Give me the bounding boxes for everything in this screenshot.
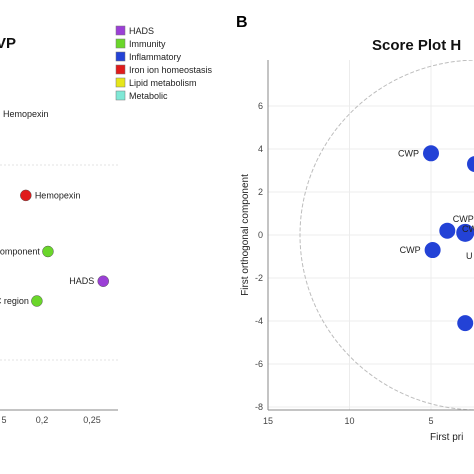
panel-b-y-tick-label: 4 xyxy=(258,144,263,154)
panel-b-x-tick-label: 10 xyxy=(344,416,354,426)
panel-b-x-tick-label: 15 xyxy=(263,416,273,426)
panel-b-point xyxy=(424,242,441,259)
panel-a-point-label: n C region xyxy=(0,296,29,306)
legend-label: Lipid metabolism xyxy=(129,78,197,88)
panel-b-y-tick-label: -6 xyxy=(255,359,263,369)
panel-b-y-tick-label: 0 xyxy=(258,230,263,240)
panel-b-point xyxy=(456,223,474,242)
legend-swatch xyxy=(115,90,126,101)
panel-a-point-label: Hemopexin xyxy=(35,190,81,200)
panel-b-y-tick-label: 6 xyxy=(258,101,263,111)
panel-b-y-tick-label: -4 xyxy=(255,316,263,326)
panel-a-title: VP xyxy=(0,35,16,52)
panel-a-point xyxy=(20,189,32,202)
panel-a-point xyxy=(31,295,43,307)
panel-b-point-label: CWP xyxy=(462,224,474,234)
panel-b-x-tick-label: 5 xyxy=(428,416,433,426)
legend-label: HADS xyxy=(129,26,154,36)
panel-b-point-label: CWP xyxy=(400,245,421,255)
hotelling-ellipse xyxy=(299,60,474,410)
panel-a-point xyxy=(97,275,109,287)
panel-a-legend: HADS Immunity Inflammatory Iron ion homeost… xyxy=(115,25,213,101)
legend-swatch xyxy=(115,77,126,88)
panel-a-point-label: HADS xyxy=(69,276,94,286)
panel-a-point-label: Hemopexin xyxy=(3,109,49,119)
panel-b-x-label: First pri xyxy=(430,432,463,443)
legend-label: Immunity xyxy=(129,39,166,49)
panel-b-y-tick-label: -8 xyxy=(255,402,263,412)
panel-b-title: Score Plot H xyxy=(372,37,461,54)
legend-label: Iron ion homeostasis xyxy=(129,65,213,75)
panel-b-y-tick-label: -2 xyxy=(255,273,263,283)
panel-a-plot: Hemopexin t C1r subcomponent n C region HAD… xyxy=(0,109,118,425)
panel-b-point xyxy=(467,156,474,172)
legend-label: Inflammatory xyxy=(129,52,182,62)
panel-b-letter: B xyxy=(236,14,248,31)
panel-b-point-label: CWP xyxy=(453,214,474,224)
panel-a-x-tick-label: 0,2 xyxy=(36,415,49,425)
panel-b-y-tick-label: 2 xyxy=(258,187,263,197)
panel-b-y-label: First orthogonal component xyxy=(240,174,251,296)
legend-swatch xyxy=(115,38,126,49)
panel-b-point-label: CWP xyxy=(398,148,419,158)
panel-b-point xyxy=(423,145,439,162)
panel-a-x-tick-label: 5 xyxy=(1,415,6,425)
legend-swatch xyxy=(115,51,126,62)
panel-b-point xyxy=(457,315,474,332)
panel-b-point xyxy=(439,222,456,239)
panel-a-point xyxy=(42,245,54,258)
legend-swatch xyxy=(115,64,126,75)
panel-a-x-tick-label: 0,25 xyxy=(83,415,101,425)
panel-a-point-label: t C1r subcomponent xyxy=(0,247,40,257)
legend-label: Metabolic xyxy=(129,91,168,101)
legend-swatch xyxy=(115,25,126,36)
panel-b-point-label: U xyxy=(466,251,473,261)
